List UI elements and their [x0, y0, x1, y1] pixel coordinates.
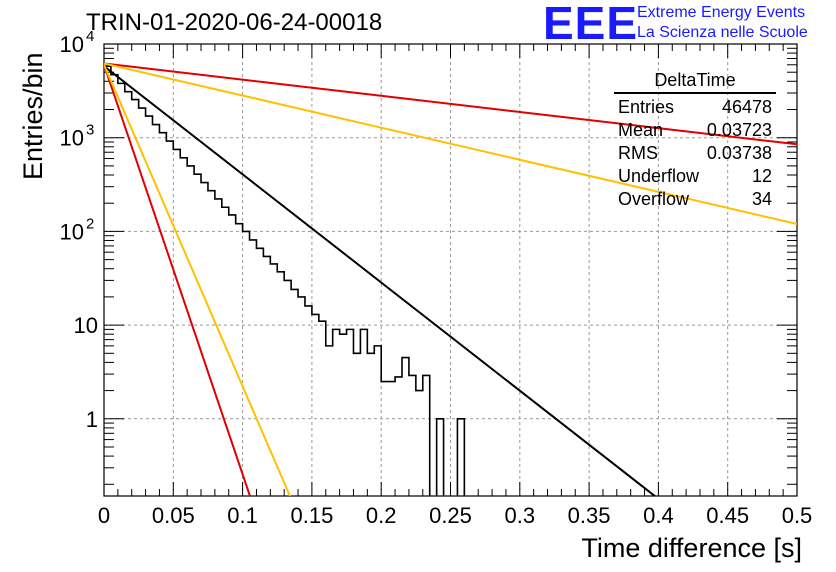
- fit-line: [104, 62, 797, 146]
- fit-line: [104, 64, 252, 496]
- x-tick-label: 0.3: [505, 503, 536, 528]
- stats-row: Underflow 12: [610, 165, 780, 188]
- logo-line-2: La Scienza nelle Scuole: [637, 24, 808, 41]
- stats-label: Underflow: [618, 166, 700, 186]
- stats-value: 0.03738: [706, 143, 772, 163]
- y-tick-label: 1: [86, 407, 98, 432]
- x-tick-label: 0: [98, 503, 110, 528]
- x-tick-label: 0.4: [643, 503, 674, 528]
- stats-value: 46478: [721, 97, 772, 117]
- x-tick-label: 0.5: [782, 503, 813, 528]
- stats-box: DeltaTime Entries 46478 Mean 0.03723 RMS 0.…: [610, 70, 780, 211]
- eee-logo: EEE: [543, 0, 639, 49]
- stats-value: 12: [751, 166, 772, 186]
- x-tick-label: 0.35: [568, 503, 611, 528]
- y-tick-exponent: 3: [86, 122, 94, 139]
- stats-label: Mean: [618, 120, 664, 140]
- y-tick-label: 10: [60, 219, 84, 244]
- x-tick-label: 0.15: [290, 503, 333, 528]
- stats-row: RMS 0.03738: [610, 142, 780, 165]
- y-tick-exponent: 2: [86, 215, 94, 232]
- y-tick-label: 10: [60, 32, 84, 57]
- fit-line: [104, 64, 291, 496]
- logo-caption: Extreme Energy Events La Scienza nelle S…: [637, 3, 808, 43]
- logo-line-1: Extreme Energy Events: [637, 4, 806, 21]
- y-tick-label: 10: [60, 126, 84, 151]
- fit-line: [104, 62, 797, 225]
- x-tick-label: 0.05: [152, 503, 195, 528]
- y-axis-label: Entries/bin: [18, 52, 48, 180]
- stats-row: Mean 0.03723: [610, 119, 780, 142]
- stats-value: 34: [751, 189, 772, 209]
- stats-row: Overflow 34: [610, 188, 780, 211]
- x-tick-label: 0.1: [227, 503, 258, 528]
- histogram: [104, 65, 466, 496]
- stats-label: Entries: [618, 97, 675, 117]
- chart-title: TRIN-01-2020-06-24-00018: [86, 9, 383, 36]
- x-tick-label: 0.45: [706, 503, 749, 528]
- stats-label: RMS: [618, 143, 658, 163]
- x-tick-label: 0.2: [366, 503, 397, 528]
- x-axis-label: Time difference [s]: [581, 533, 802, 563]
- x-tick-label: 0.25: [429, 503, 472, 528]
- stats-title: DeltaTime: [614, 70, 776, 94]
- fit-line: [104, 65, 657, 496]
- stats-label: Overflow: [618, 189, 690, 209]
- y-tick-label: 10: [74, 313, 98, 338]
- stats-row: Entries 46478: [610, 96, 780, 119]
- y-tick-exponent: 4: [86, 28, 94, 45]
- stats-value: 0.03723: [706, 120, 772, 140]
